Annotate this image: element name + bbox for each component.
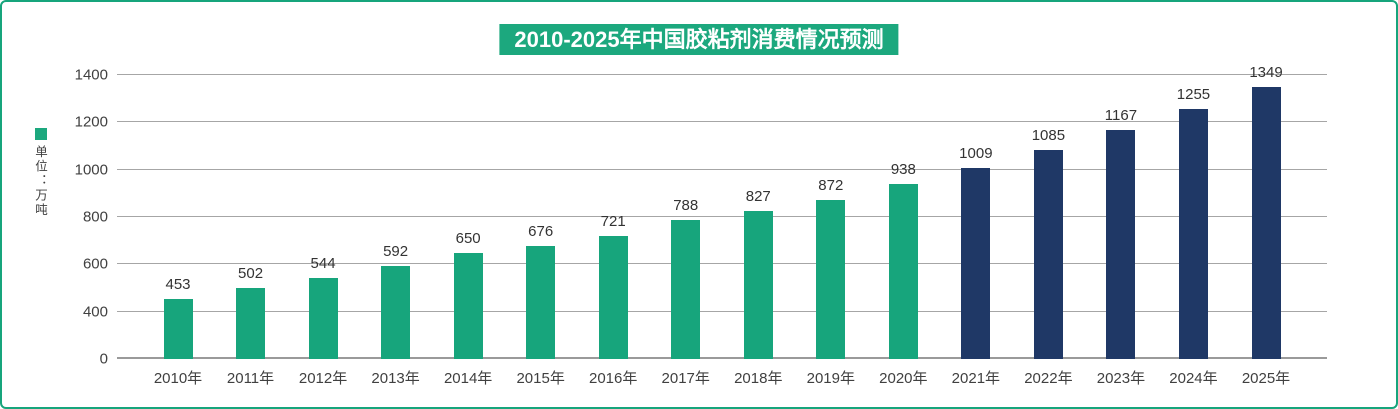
bar-value-label: 1349 bbox=[1249, 64, 1283, 82]
gridline bbox=[117, 216, 1327, 217]
y-axis-tick-label: 1000 bbox=[74, 161, 108, 179]
x-axis-tick-label: 2012年 bbox=[298, 370, 348, 387]
x-axis-tick-label: 2025年 bbox=[1241, 370, 1291, 387]
gridline bbox=[117, 310, 1327, 312]
bar-value-label: 721 bbox=[600, 212, 626, 230]
x-axis-baseline bbox=[117, 357, 1327, 359]
bar bbox=[236, 287, 266, 359]
x-axis-tick-label: 2018年 bbox=[734, 370, 783, 387]
bar-value-label: 827 bbox=[745, 187, 771, 205]
bar-value-label: 872 bbox=[818, 176, 844, 194]
gridline bbox=[117, 168, 1327, 170]
legend-swatch-icon bbox=[34, 128, 47, 140]
y-axis-tick-label: 1200 bbox=[74, 113, 108, 131]
bar-value-label: 592 bbox=[383, 243, 409, 261]
gridline bbox=[117, 121, 1327, 123]
bar-value-label: 1009 bbox=[959, 144, 993, 162]
bar bbox=[308, 277, 338, 359]
y-axis-tick-label: 800 bbox=[82, 208, 108, 226]
x-axis-tick-label: 2023年 bbox=[1096, 370, 1146, 387]
x-axis-tick-label: 2010年 bbox=[153, 370, 203, 387]
bar-value-label: 650 bbox=[455, 229, 481, 247]
bar bbox=[816, 199, 846, 359]
bar bbox=[381, 266, 411, 359]
bar-value-label: 676 bbox=[528, 223, 554, 241]
bar-value-label: 502 bbox=[238, 264, 264, 282]
gridline bbox=[117, 74, 1327, 75]
bar bbox=[961, 167, 991, 359]
bar bbox=[453, 252, 483, 359]
bar bbox=[526, 246, 556, 359]
x-axis-tick-label: 2021年 bbox=[951, 370, 1001, 387]
unit-label: 单位：万吨 bbox=[33, 145, 47, 218]
bar-value-label: 1167 bbox=[1104, 107, 1138, 125]
x-axis-tick-label: 2019年 bbox=[806, 370, 855, 387]
x-axis-tick-label: 2011年 bbox=[226, 370, 275, 387]
bar bbox=[163, 299, 193, 359]
y-axis-tick-label: 400 bbox=[82, 303, 108, 321]
bar bbox=[743, 210, 773, 359]
x-axis-tick-label: 2022年 bbox=[1024, 370, 1073, 387]
bar bbox=[1251, 87, 1281, 359]
x-axis-tick-label: 2015年 bbox=[516, 370, 565, 387]
x-axis-tick-label: 2017年 bbox=[661, 370, 710, 387]
x-axis-tick-label: 2014年 bbox=[443, 370, 493, 387]
x-axis-tick-label: 2024年 bbox=[1169, 370, 1218, 387]
bar-value-label: 1085 bbox=[1031, 126, 1066, 144]
bar bbox=[888, 184, 918, 359]
bar-value-label: 544 bbox=[310, 254, 336, 272]
gridline bbox=[117, 263, 1327, 265]
unit-legend: 单位：万吨 bbox=[31, 128, 50, 218]
y-axis-tick-label: 600 bbox=[82, 255, 108, 273]
bar bbox=[598, 235, 628, 359]
x-axis-tick-label: 2016年 bbox=[589, 370, 638, 387]
bar-value-label: 938 bbox=[890, 161, 916, 179]
plot-area: 0 400 600 800 1000 1200 1400 453 2010年 502 2011年 54… bbox=[75, 64, 1327, 387]
bar-value-label: 453 bbox=[165, 276, 191, 294]
chart-title: 2010-2025年中国胶粘剂消费情况预测 bbox=[499, 24, 899, 55]
bar bbox=[1033, 149, 1063, 359]
bar bbox=[1178, 109, 1208, 359]
bar bbox=[671, 219, 701, 359]
y-axis-tick-label: 0 bbox=[99, 350, 108, 368]
bar-value-label: 788 bbox=[673, 196, 699, 214]
y-axis-tick-label: 1400 bbox=[74, 66, 108, 84]
x-axis-tick-label: 2013年 bbox=[371, 370, 420, 387]
bar-value-label: 1255 bbox=[1176, 86, 1211, 104]
x-axis-tick-label: 2020年 bbox=[879, 370, 928, 387]
bar bbox=[1106, 130, 1136, 359]
